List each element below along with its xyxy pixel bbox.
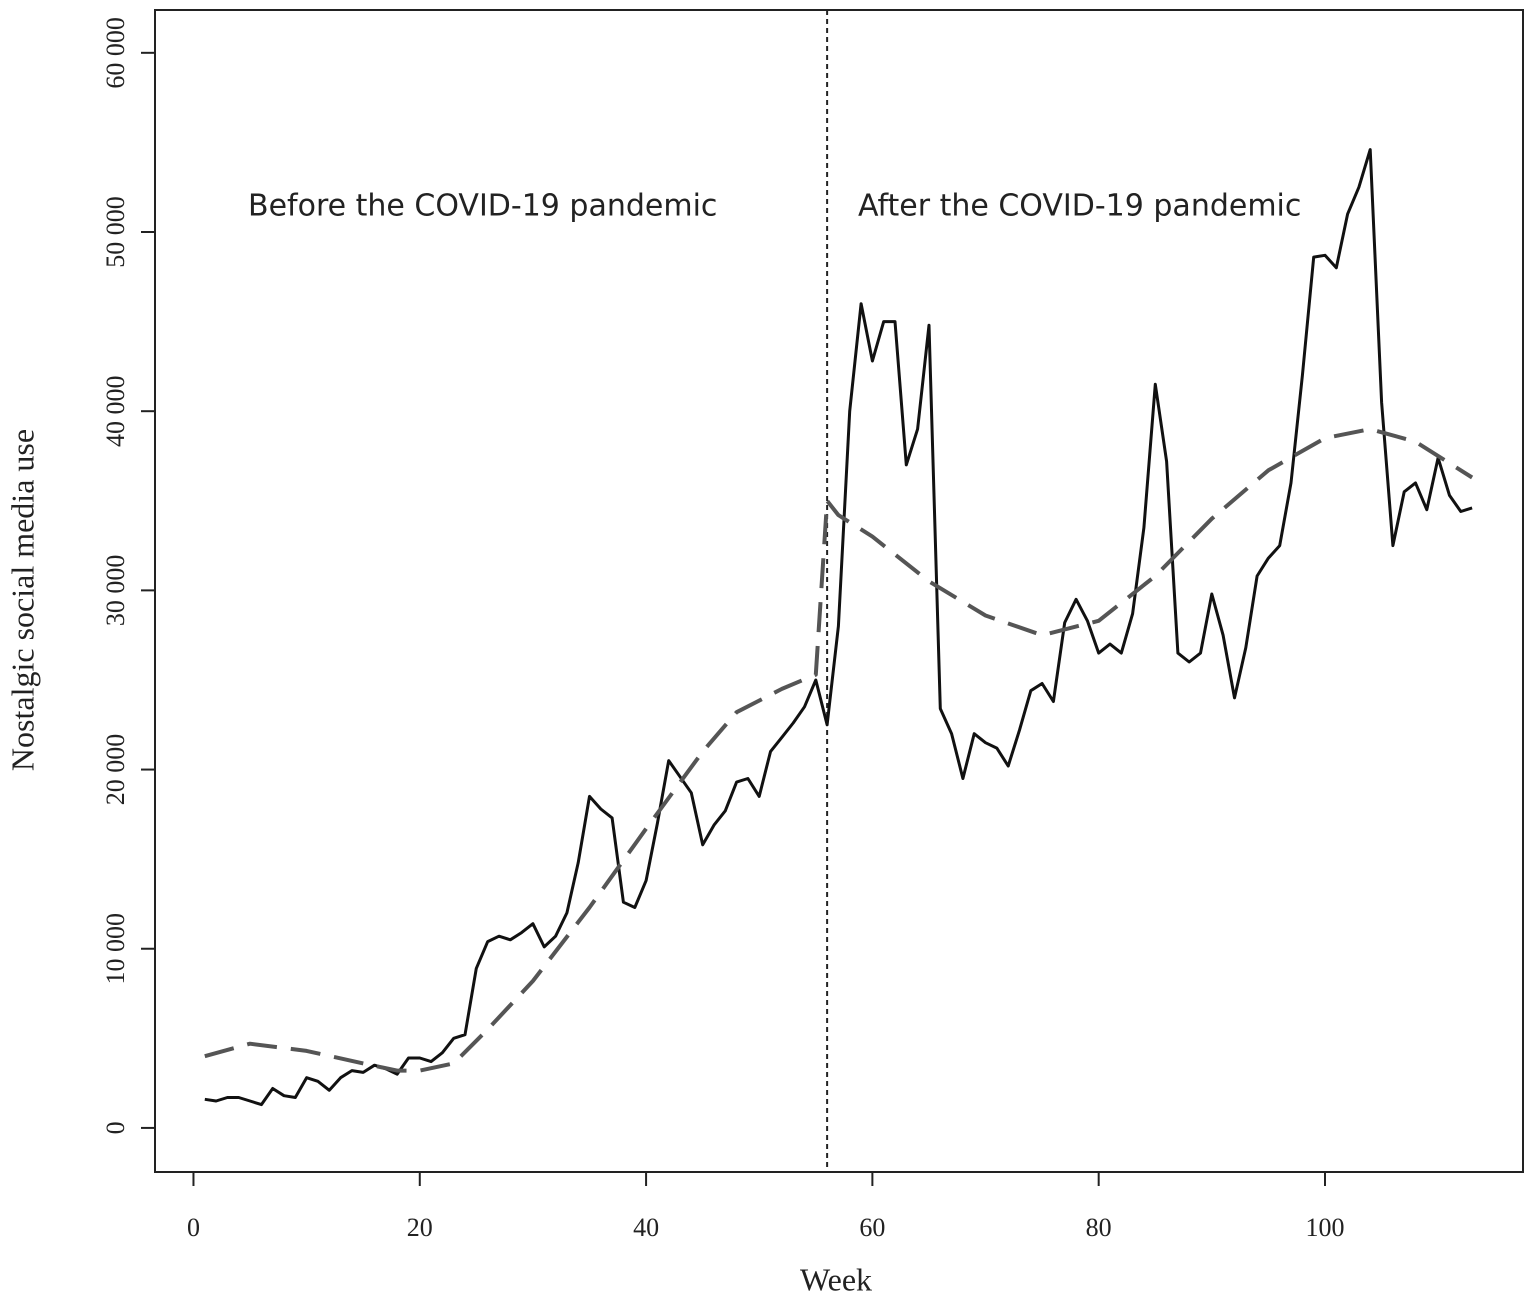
y-axis-label: Nostalgic social media use	[4, 429, 40, 771]
x-tick-label: 20	[407, 1213, 433, 1242]
x-tick-label: 60	[859, 1213, 885, 1242]
trend-line	[204, 427, 1474, 1073]
annotation: After the COVID-19 pandemic	[858, 189, 1301, 224]
x-tick-label: 0	[187, 1213, 200, 1242]
y-tick-label: 10 000	[101, 913, 130, 985]
y-tick-label: 0	[101, 1121, 130, 1134]
x-tick-label: 40	[633, 1213, 659, 1242]
y-tick-label: 40 000	[101, 375, 130, 447]
annotation: Before the COVID-19 pandemic	[248, 189, 717, 224]
y-tick-label: 50 000	[101, 196, 130, 267]
y-tick-label: 30 000	[101, 555, 130, 627]
y-tick-label: 20 000	[101, 734, 130, 806]
x-tick-label: 100	[1305, 1213, 1344, 1242]
x-axis-label: Week	[800, 1261, 872, 1297]
y-tick-label: 60 000	[101, 17, 130, 89]
x-tick-label: 80	[1086, 1213, 1112, 1242]
data-line	[204, 148, 1473, 1107]
